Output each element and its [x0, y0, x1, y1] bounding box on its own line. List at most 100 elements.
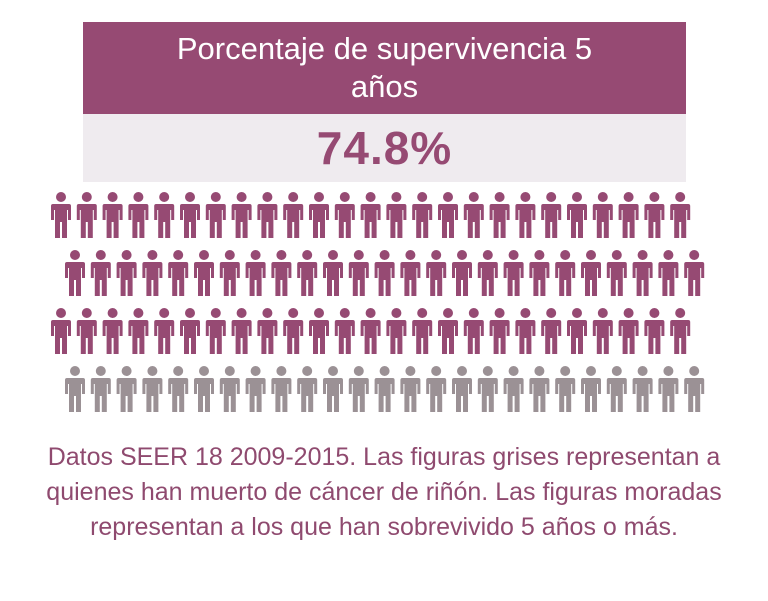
person-icon — [348, 250, 369, 296]
person-icon — [194, 250, 214, 296]
person-icon — [581, 366, 601, 412]
person-icon — [257, 192, 278, 238]
person-icon — [309, 192, 329, 238]
person-icon — [168, 366, 189, 412]
person-icon — [116, 250, 137, 296]
person-icon — [374, 366, 395, 412]
person-icon — [400, 366, 421, 412]
person-icon — [386, 308, 407, 354]
person-icon — [245, 250, 266, 296]
person-icon — [658, 250, 679, 296]
person-icon — [489, 192, 510, 238]
person-icon — [644, 308, 665, 354]
person-icon — [452, 366, 472, 412]
person-icon — [541, 192, 562, 238]
person-icon — [477, 366, 498, 412]
person-icon — [463, 308, 484, 354]
person-icon — [116, 366, 137, 412]
person-icon — [386, 192, 407, 238]
person-icon — [360, 192, 381, 238]
survival-value: 74.8% — [316, 122, 453, 174]
person-icon — [670, 308, 691, 354]
person-icon — [438, 308, 458, 354]
person-icon — [412, 192, 433, 238]
title-band: Porcentaje de supervivencia 5 años — [83, 22, 686, 114]
person-icon — [529, 250, 550, 296]
person-icon — [670, 192, 691, 238]
person-icon — [658, 366, 679, 412]
person-icon — [128, 192, 149, 238]
icon-row-survived — [51, 308, 691, 354]
person-icon — [477, 250, 498, 296]
person-icon — [231, 308, 252, 354]
person-icon — [348, 366, 369, 412]
person-icon — [374, 250, 395, 296]
person-icon — [90, 250, 111, 296]
person-icon — [65, 250, 85, 296]
icon-row-survived — [65, 250, 705, 296]
person-icon — [452, 250, 472, 296]
person-icon — [503, 250, 524, 296]
person-icon — [180, 308, 200, 354]
person-icon — [567, 308, 587, 354]
chart-title: Porcentaje de supervivencia 5 años — [176, 31, 593, 104]
person-icon — [76, 192, 97, 238]
value-band: 74.8% — [83, 114, 686, 182]
person-icon — [412, 308, 433, 354]
person-icon — [606, 366, 627, 412]
person-icon — [194, 366, 214, 412]
person-icon — [142, 250, 163, 296]
person-icon — [271, 366, 292, 412]
person-icon — [567, 192, 587, 238]
person-icon — [205, 308, 226, 354]
person-icon — [271, 250, 292, 296]
person-icon — [90, 366, 111, 412]
person-icon — [515, 192, 536, 238]
person-icon — [360, 308, 381, 354]
person-icon — [168, 250, 189, 296]
person-icon — [65, 366, 85, 412]
person-icon — [297, 250, 318, 296]
person-icon — [463, 192, 484, 238]
person-icon — [503, 366, 524, 412]
person-icon — [555, 366, 576, 412]
person-icon — [102, 192, 123, 238]
person-icon — [257, 308, 278, 354]
person-icon — [334, 192, 355, 238]
person-icon — [644, 192, 665, 238]
person-icon — [618, 308, 639, 354]
icon-row-died — [65, 366, 705, 412]
caption: Datos SEER 18 2009-2015. Las figuras gri… — [46, 443, 722, 541]
header-box: Porcentaje de supervivencia 5 años 74.8% — [83, 22, 686, 182]
person-icon — [76, 308, 97, 354]
person-icon — [489, 308, 510, 354]
person-icon — [515, 308, 536, 354]
person-icon — [618, 192, 639, 238]
person-icon — [684, 250, 705, 296]
person-icon — [219, 250, 240, 296]
person-icon — [154, 192, 175, 238]
person-icon — [438, 192, 458, 238]
person-icon — [128, 308, 149, 354]
person-icon — [581, 250, 601, 296]
person-icon — [245, 366, 266, 412]
person-icon — [205, 192, 226, 238]
person-icon — [180, 192, 200, 238]
person-icon — [51, 192, 71, 238]
person-icon — [283, 308, 304, 354]
person-icon — [592, 308, 613, 354]
person-icon — [592, 192, 613, 238]
person-icon — [529, 366, 550, 412]
person-icon — [323, 366, 343, 412]
person-icon — [154, 308, 175, 354]
person-icon — [297, 366, 318, 412]
person-icon — [283, 192, 304, 238]
person-icon — [541, 308, 562, 354]
person-icon — [334, 308, 355, 354]
person-icon — [142, 366, 163, 412]
person-icon — [606, 250, 627, 296]
person-icon — [219, 366, 240, 412]
person-icon — [632, 366, 653, 412]
person-icon — [632, 250, 653, 296]
